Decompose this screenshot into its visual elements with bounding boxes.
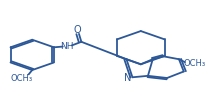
Text: N: N	[125, 73, 132, 83]
Text: NH: NH	[60, 42, 74, 51]
Text: OCH₃: OCH₃	[10, 74, 33, 83]
Text: O: O	[74, 25, 81, 35]
Text: OCH₃: OCH₃	[183, 59, 206, 68]
